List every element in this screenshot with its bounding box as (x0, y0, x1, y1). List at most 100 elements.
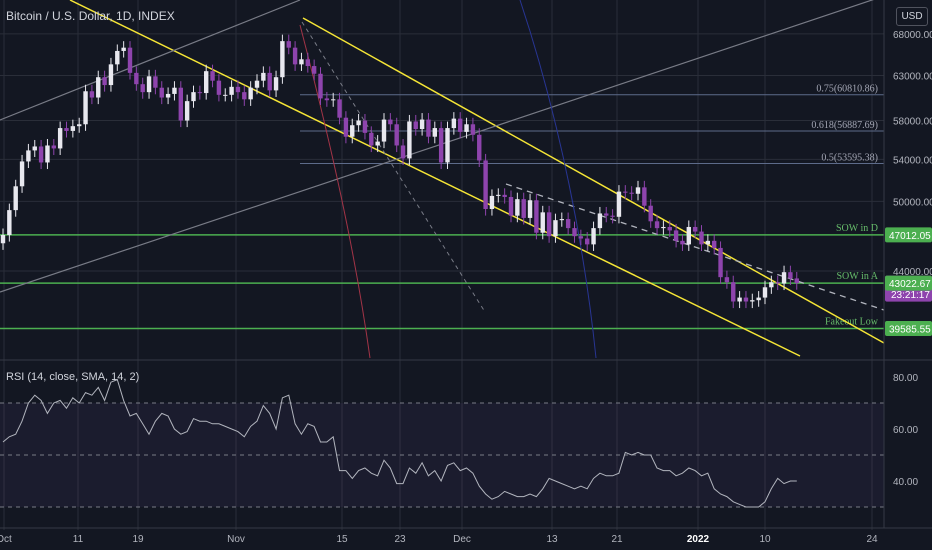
candle-body (26, 150, 31, 162)
candle-body (483, 160, 488, 210)
candle-body (616, 191, 622, 217)
candle-body (388, 119, 393, 125)
price-badge-text: 47012.05 (889, 231, 931, 242)
candle-body (775, 282, 780, 284)
candle-body (375, 141, 380, 146)
rsi-pane (0, 378, 884, 508)
candle-body (737, 297, 742, 302)
symbol-title[interactable]: Bitcoin / U.S. Dollar, 1D, INDEX (6, 9, 175, 23)
candle-body (496, 194, 501, 196)
countdown-text: 23:21:17 (891, 290, 930, 301)
fib-level-label: 0.5(53595.38) (821, 153, 878, 164)
rsi-indicator-title[interactable]: RSI (14, close, SMA, 14, 2) (6, 371, 140, 383)
candle-body (445, 128, 450, 163)
candle-body (648, 205, 653, 222)
rsi-tick-label: 60.00 (893, 425, 918, 436)
candle-body (96, 77, 101, 98)
candle-body (458, 118, 463, 132)
candle-body (273, 77, 279, 91)
candle-body (604, 213, 609, 216)
candle-body (692, 226, 698, 232)
candle-body (134, 72, 139, 85)
y-tick-label: 63000.00 (893, 71, 932, 82)
candle-body (578, 236, 584, 239)
candle-body (19, 161, 25, 187)
candle-body (489, 195, 495, 210)
candle-body (540, 212, 545, 233)
candle-body (438, 128, 444, 163)
candle-body (769, 282, 774, 288)
candle-body (502, 194, 507, 197)
candle-body (680, 240, 685, 245)
x-tick-label: Nov (227, 534, 245, 545)
x-tick-label: 23 (394, 534, 406, 545)
candle-body (394, 124, 399, 146)
candle-body (172, 87, 177, 94)
trend-line-b (0, 0, 301, 121)
candle-body (572, 228, 577, 237)
y-tick-label: 50000.00 (893, 197, 932, 208)
candle-body (13, 186, 18, 211)
rsi-line (2, 378, 797, 508)
candle-body (756, 297, 761, 301)
candle-body (38, 146, 44, 163)
candle-body (527, 200, 533, 218)
candle-body (597, 213, 603, 229)
candle-body (70, 126, 76, 131)
candle-body (419, 119, 425, 130)
fib-level-label: 0.75(60810.86) (816, 84, 878, 95)
candle-body (305, 59, 310, 67)
candle-body (77, 124, 82, 127)
candle-body (369, 132, 374, 146)
candle-body (343, 117, 349, 137)
dashed-trend-line (505, 183, 885, 311)
x-tick-label: 19 (132, 534, 144, 545)
y-tick-label: 58000.00 (893, 117, 932, 128)
candle-body (667, 226, 672, 231)
candle-body (451, 118, 457, 129)
candle-body (515, 199, 520, 216)
candle-body (686, 226, 691, 245)
candle-body (331, 99, 336, 101)
candle-body (115, 50, 120, 65)
candle-body (464, 124, 469, 132)
candle-body (229, 86, 234, 95)
candle-body (788, 272, 793, 279)
candle-body (318, 73, 323, 99)
candle-body (108, 64, 114, 86)
candle-body (261, 72, 266, 81)
candle-body (127, 47, 133, 73)
candle-body (311, 66, 317, 74)
arc-line-blue (519, 0, 597, 359)
x-tick-label: 21 (611, 534, 623, 545)
candle-body (623, 191, 628, 193)
x-tick-label: 24 (866, 534, 878, 545)
candle-body (432, 128, 437, 137)
candle-body (248, 87, 253, 100)
candle-body (254, 80, 260, 88)
x-tick-label: 13 (546, 534, 558, 545)
candle-body (673, 230, 679, 241)
support-label: SOW in A (837, 271, 879, 282)
x-tick-label: Dec (453, 534, 471, 545)
candle-body (64, 128, 69, 131)
currency-button[interactable]: USD (896, 7, 928, 26)
candle-body (89, 91, 95, 98)
candle-body (286, 41, 291, 48)
candle-body (146, 76, 152, 93)
x-tick-label: 11 (73, 534, 84, 545)
candle-body (642, 187, 647, 206)
candle-body (762, 287, 768, 298)
candle-body (83, 91, 88, 125)
candle-body (413, 121, 418, 130)
candle-body (585, 238, 590, 245)
candle-body (165, 93, 171, 98)
candle-body (0, 235, 6, 244)
candle-body (610, 215, 615, 217)
price-badge (885, 321, 932, 337)
candlestick-series (0, 34, 799, 309)
candle-body (699, 231, 704, 245)
y-tick-label: 54000.00 (893, 155, 932, 166)
channel-upper-line (302, 17, 885, 344)
